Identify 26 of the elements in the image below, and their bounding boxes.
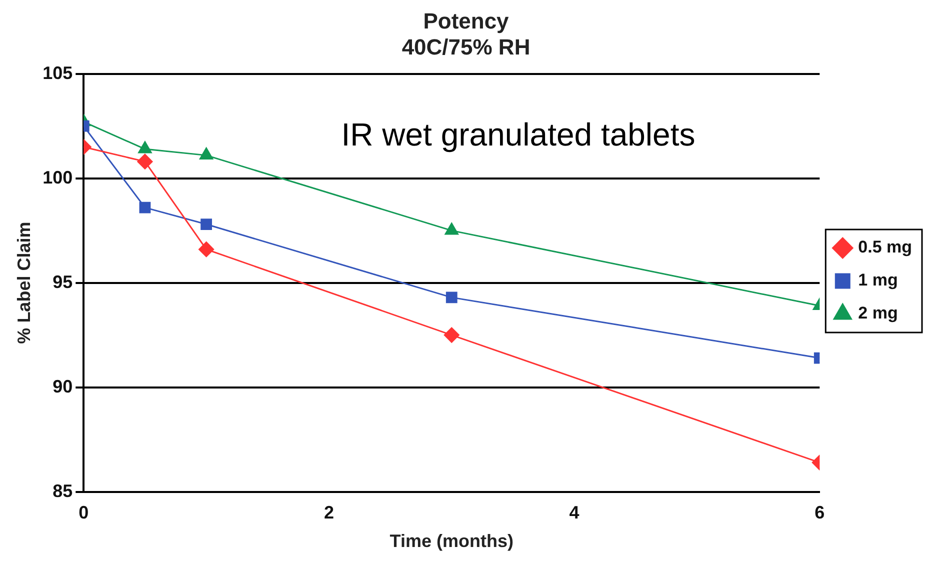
y-axis-title: % Label Claim (14, 222, 34, 344)
legend-label: 1 mg (858, 270, 898, 290)
y-tick-label: 95 (52, 272, 73, 292)
point (139, 202, 151, 214)
point (200, 218, 212, 230)
chart-subtitle: 40C/75% RH (402, 34, 530, 60)
x-tick-label: 2 (324, 502, 334, 523)
y-tick-label: 90 (52, 376, 73, 396)
annotation: IR wet granulated tablets (341, 116, 696, 152)
x-axis-title: Time (months) (390, 531, 514, 552)
legend-label: 0.5 mg (858, 238, 912, 257)
point (198, 242, 214, 258)
y-tick-label: 85 (52, 480, 73, 501)
point (199, 148, 214, 160)
y-tick-label: 105 (42, 62, 73, 83)
point (446, 292, 458, 304)
chart-title: Potency (423, 8, 510, 34)
y-tick-label: 100 (42, 167, 73, 188)
x-tick-label: 4 (569, 502, 580, 523)
point (138, 141, 152, 154)
x-tick-label: 6 (814, 502, 825, 523)
legend-label: 2 mg (858, 304, 898, 323)
point (137, 154, 153, 170)
point (444, 327, 460, 343)
x-tick-label: 0 (78, 502, 89, 523)
point (444, 222, 458, 235)
